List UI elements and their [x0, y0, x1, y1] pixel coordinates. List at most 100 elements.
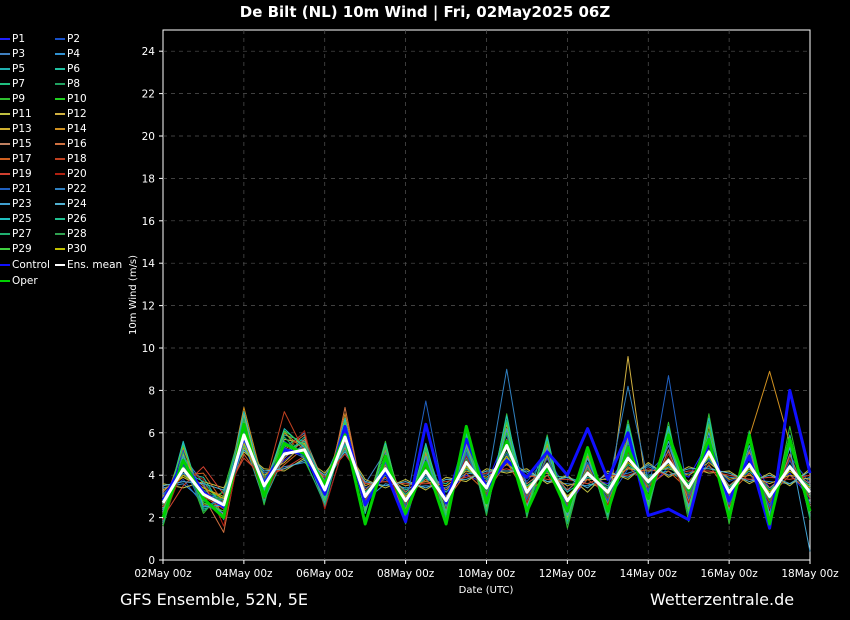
legend-item-p29: P29 [0, 242, 32, 256]
legend-swatch [55, 98, 65, 100]
legend-item-control: Control [0, 258, 50, 272]
legend-label: P17 [12, 153, 32, 165]
y-tick-label: 0 [148, 555, 155, 567]
footer-model: GFS Ensemble, 52N, 5E [120, 590, 308, 609]
legend-label: P6 [67, 63, 81, 75]
legend-swatch [0, 128, 10, 130]
legend-label: P30 [67, 243, 87, 255]
legend-label: P21 [12, 183, 32, 195]
legend-item-p16: P16 [55, 137, 87, 151]
legend-item-p20: P20 [55, 167, 87, 181]
legend-label: P3 [12, 48, 26, 60]
legend-swatch [55, 143, 65, 145]
y-tick-label: 4 [148, 470, 155, 482]
legend-label: P24 [67, 198, 87, 210]
legend-item-p1: P1 [0, 32, 25, 46]
legend-item-p5: P5 [0, 62, 25, 76]
legend-label: Ens. mean [67, 259, 123, 271]
legend-swatch [0, 173, 10, 175]
legend-label: P5 [12, 63, 26, 75]
footer-source: Wetterzentrale.de [650, 590, 795, 609]
legend-item-p27: P27 [0, 227, 32, 241]
legend-item-p10: P10 [55, 92, 87, 106]
series-line-ens-mean [161, 433, 812, 507]
legend-item-p8: P8 [55, 77, 80, 91]
legend-swatch [0, 248, 10, 250]
legend-label: Control [12, 259, 50, 271]
legend-swatch [0, 68, 10, 70]
legend-item-p22: P22 [55, 182, 87, 196]
series-layer [161, 356, 812, 552]
legend-swatch [0, 83, 10, 85]
legend-swatch [55, 203, 65, 205]
legend-label: P27 [12, 228, 32, 240]
legend-label: P28 [67, 228, 87, 240]
series-line-oper [161, 422, 812, 526]
legend-item-ens-mean: Ens. mean [55, 258, 122, 272]
x-tick-label: 12May 00z [539, 568, 597, 580]
legend-item-p14: P14 [55, 122, 87, 136]
y-tick-label: 18 [142, 173, 155, 185]
legend-label: P10 [67, 93, 87, 105]
x-tick-label: 08May 00z [377, 568, 435, 580]
legend-label: P20 [67, 168, 87, 180]
x-axis-label: Date (UTC) [459, 585, 514, 596]
legend-swatch [0, 280, 10, 282]
legend-swatch [0, 218, 10, 220]
y-tick-label: 12 [142, 301, 155, 313]
legend-item-p4: P4 [55, 47, 80, 61]
legend-label: P9 [12, 93, 26, 105]
legend-swatch [55, 248, 65, 250]
legend-item-p7: P7 [0, 77, 25, 91]
legend-swatch [0, 158, 10, 160]
x-tick-label: 10May 00z [458, 568, 516, 580]
legend-item-p11: P11 [0, 107, 32, 121]
legend-swatch [0, 53, 10, 55]
legend-label: P8 [67, 78, 81, 90]
legend-item-p2: P2 [55, 32, 80, 46]
legend-item-p28: P28 [55, 227, 87, 241]
legend-swatch [55, 83, 65, 85]
legend-item-p3: P3 [0, 47, 25, 61]
legend-label: P2 [67, 33, 81, 45]
legend-item-p23: P23 [0, 197, 32, 211]
legend-item-p24: P24 [55, 197, 87, 211]
legend-item-oper: Oper [0, 274, 38, 288]
legend-label: P19 [12, 168, 32, 180]
legend-item-p19: P19 [0, 167, 32, 181]
legend-swatch [55, 113, 65, 115]
legend-label: P26 [67, 213, 87, 225]
legend-item-p12: P12 [55, 107, 87, 121]
x-tick-label: 16May 00z [700, 568, 758, 580]
legend-label: P11 [12, 108, 32, 120]
x-tick-label: 04May 00z [215, 568, 273, 580]
legend-label: P7 [12, 78, 26, 90]
legend-swatch [0, 233, 10, 235]
legend-label: P13 [12, 123, 32, 135]
legend-label: P18 [67, 153, 87, 165]
legend-item-p25: P25 [0, 212, 32, 226]
x-tick-label: 14May 00z [620, 568, 678, 580]
legend-item-p18: P18 [55, 152, 87, 166]
y-tick-label: 24 [142, 46, 156, 58]
y-tick-label: 10 [142, 343, 155, 355]
legend-label: P23 [12, 198, 32, 210]
y-tick-label: 20 [142, 131, 155, 143]
legend-swatch [55, 158, 65, 160]
legend-swatch [55, 264, 65, 266]
x-tick-label: 06May 00z [296, 568, 354, 580]
legend-item-p30: P30 [55, 242, 87, 256]
legend-swatch [0, 143, 10, 145]
legend-item-p26: P26 [55, 212, 87, 226]
legend-label: P22 [67, 183, 87, 195]
legend-label: Oper [12, 275, 38, 287]
y-tick-label: 6 [148, 428, 155, 440]
legend-item-p17: P17 [0, 152, 32, 166]
legend-swatch [55, 68, 65, 70]
legend-swatch [0, 113, 10, 115]
legend-label: P29 [12, 243, 32, 255]
legend-swatch [0, 38, 10, 40]
y-tick-label: 16 [142, 216, 156, 228]
